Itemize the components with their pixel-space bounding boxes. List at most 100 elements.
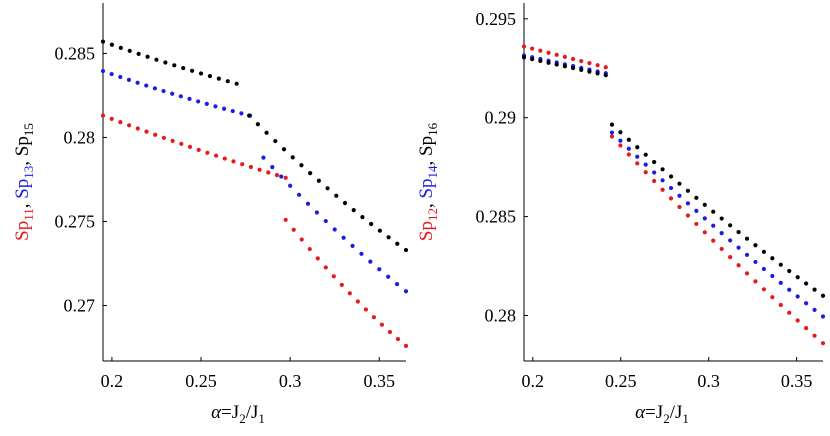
right-sp12-point xyxy=(812,333,817,338)
right-sp14-point xyxy=(694,208,699,213)
right-sp16-point xyxy=(579,67,584,72)
left-sp15-point xyxy=(225,79,230,84)
right-sp14-point xyxy=(652,170,657,175)
right-sp12-point xyxy=(546,50,551,55)
left-sp13-point xyxy=(350,243,355,248)
left-sp13-point xyxy=(394,281,400,287)
right-xlabel: α=J2/J1 xyxy=(635,402,689,426)
left-panel: 0.2 0.25 0.3 0.35 0.27 0.275 0.28 0.285 xyxy=(55,3,409,391)
left-sp11-point xyxy=(395,336,401,342)
right-sp14-point xyxy=(820,314,826,319)
right-sp12-point xyxy=(530,46,535,51)
left-sp15-point xyxy=(299,163,304,168)
left-sp15-point xyxy=(172,63,177,68)
right-sp12-point xyxy=(702,230,707,235)
left-sp15-point xyxy=(403,247,409,253)
right-sp16-point xyxy=(660,167,665,172)
right-sp12-point xyxy=(570,56,576,62)
left-sp13-point xyxy=(305,201,311,206)
right-sp12-point xyxy=(778,302,783,308)
left-sp15-point xyxy=(216,76,221,81)
left-ylabel: Sp11, Sp13, Sp15 xyxy=(12,123,36,241)
left-sp11-point xyxy=(126,123,132,128)
right-sp14-point xyxy=(787,287,792,292)
left-sp11-point xyxy=(196,147,201,152)
left-sp13-point xyxy=(377,267,382,272)
left-sp13-point xyxy=(288,183,293,188)
left-sp15-point xyxy=(290,155,295,160)
left-sp11-point xyxy=(187,144,193,150)
right-sp12-point xyxy=(587,61,592,66)
right-sp12-point xyxy=(668,196,674,201)
right-sp14-point xyxy=(668,185,674,191)
right-sp16-point xyxy=(530,57,535,62)
right-sp14-point xyxy=(744,252,750,257)
left-sp11-point xyxy=(283,217,288,222)
left-sp13-point xyxy=(221,106,227,111)
left-sp13-point xyxy=(135,80,140,85)
right-sp16-point xyxy=(753,243,758,248)
right-y-tick-label: 0.295 xyxy=(476,9,517,29)
right-x-tick-label: 0.2 xyxy=(522,371,545,391)
right-sp12-point xyxy=(595,63,600,68)
left-sp15-point xyxy=(163,60,168,65)
left-sp11-point xyxy=(371,315,377,320)
right-sp16-point xyxy=(770,256,775,261)
right-sp16-point xyxy=(711,209,716,214)
right-sp14-point xyxy=(812,307,817,312)
left-sp15-point xyxy=(264,130,269,135)
left-sp13-point xyxy=(213,104,218,109)
left-x-tick-label: 0.3 xyxy=(279,371,302,391)
left-sp13-point xyxy=(239,111,244,116)
left-y-tick-label: 0.27 xyxy=(64,296,96,316)
left-sp13-point xyxy=(359,251,364,256)
right-sp12-point xyxy=(652,178,657,184)
right-sp12-point xyxy=(635,161,640,166)
left-sp11-point xyxy=(257,167,262,172)
right-sp12-point xyxy=(618,143,623,148)
left-sp11-point xyxy=(240,162,245,167)
left-sp13-point xyxy=(187,96,192,101)
left-sp15-point xyxy=(281,147,287,152)
right-sp12-point xyxy=(609,134,615,139)
right-sp16-point xyxy=(635,145,640,150)
left-sp15-point xyxy=(118,45,123,50)
right-sp16-point xyxy=(820,293,826,298)
left-sp13-point xyxy=(126,77,132,83)
left-sp13-point xyxy=(152,86,157,91)
right-sp16-point xyxy=(719,216,724,221)
left-sp15-point xyxy=(207,73,213,79)
left-sp11-point xyxy=(274,173,280,178)
right-panel: 0.2 0.25 0.3 0.35 0.28 0.285 0.29 0.295 xyxy=(476,3,826,391)
left-sp15-point xyxy=(377,228,382,233)
left-sp13-point xyxy=(296,192,302,197)
left-sp13-point xyxy=(196,99,201,104)
right-sp12-point xyxy=(685,213,691,218)
left-sp15-point xyxy=(334,193,339,198)
right-sp16-point xyxy=(603,73,608,78)
left-sp15-point xyxy=(145,54,150,59)
left-sp15-point xyxy=(136,51,141,56)
right-sp12-point xyxy=(711,238,716,243)
left-sp11-point xyxy=(291,227,296,232)
right-sp16-point xyxy=(652,159,657,165)
right-sp16-point xyxy=(728,223,733,228)
left-sp11-point xyxy=(170,138,175,143)
left-sp13-point xyxy=(178,94,183,99)
left-sp15-point xyxy=(351,208,356,213)
left-sp15-point xyxy=(154,57,159,62)
right-sp16-point xyxy=(546,60,551,65)
right-sp16-point xyxy=(595,71,600,76)
left-sp11-point xyxy=(135,126,140,131)
left-sp11-point xyxy=(161,135,166,140)
left-sp13-point xyxy=(341,235,346,240)
right-sp14-point xyxy=(677,193,682,198)
left-sp15-point xyxy=(190,68,195,73)
left-sp11-point xyxy=(109,116,114,121)
right-sp12-point xyxy=(579,58,584,64)
right-sp12-point xyxy=(820,341,826,346)
right-sp12-point xyxy=(521,44,527,49)
right-sp14-point xyxy=(609,130,615,135)
right-sp16-point xyxy=(685,188,691,193)
right-x-tick-label: 0.3 xyxy=(697,371,720,391)
